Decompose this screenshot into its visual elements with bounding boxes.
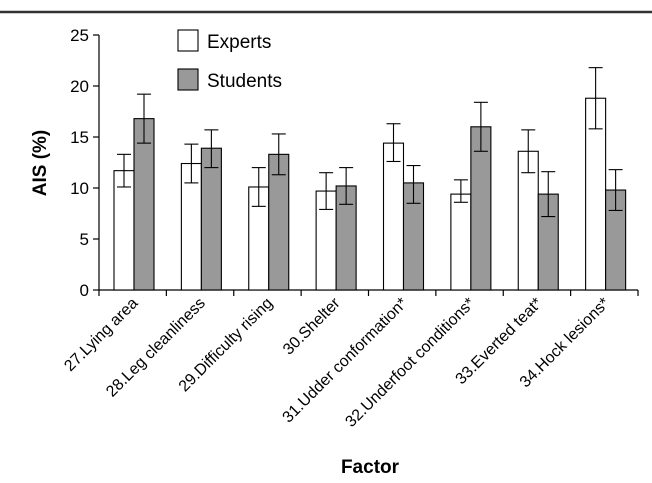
- y-tick-label: 5: [80, 230, 89, 249]
- x-tick-label: 31.Udder conformation*: [280, 295, 412, 427]
- y-axis-title: AIS (%): [30, 130, 51, 197]
- y-tick-label: 15: [70, 128, 89, 147]
- x-axis-title: Factor: [341, 457, 400, 478]
- legend-label-students: Students: [207, 71, 282, 92]
- y-tick-label: 20: [70, 77, 89, 96]
- x-tick-label: 32.Underfoot conditions*: [342, 295, 478, 431]
- bar-experts: [113, 170, 135, 291]
- bar-experts: [450, 193, 472, 291]
- bar-students: [133, 118, 155, 291]
- legend-swatch-experts: [177, 29, 199, 52]
- error-bars: [117, 67, 623, 218]
- legend-label-experts: Experts: [207, 32, 271, 53]
- bars: [113, 97, 627, 291]
- legend: Experts Students: [177, 29, 282, 92]
- bar-students: [200, 147, 222, 291]
- y-tick-label: 10: [70, 179, 89, 198]
- legend-swatch-students: [177, 68, 199, 91]
- bar-experts: [382, 142, 405, 291]
- y-tick-label: 25: [70, 26, 89, 45]
- y-tick-label: 0: [80, 281, 89, 300]
- x-tick-label: 30.Shelter: [280, 294, 344, 358]
